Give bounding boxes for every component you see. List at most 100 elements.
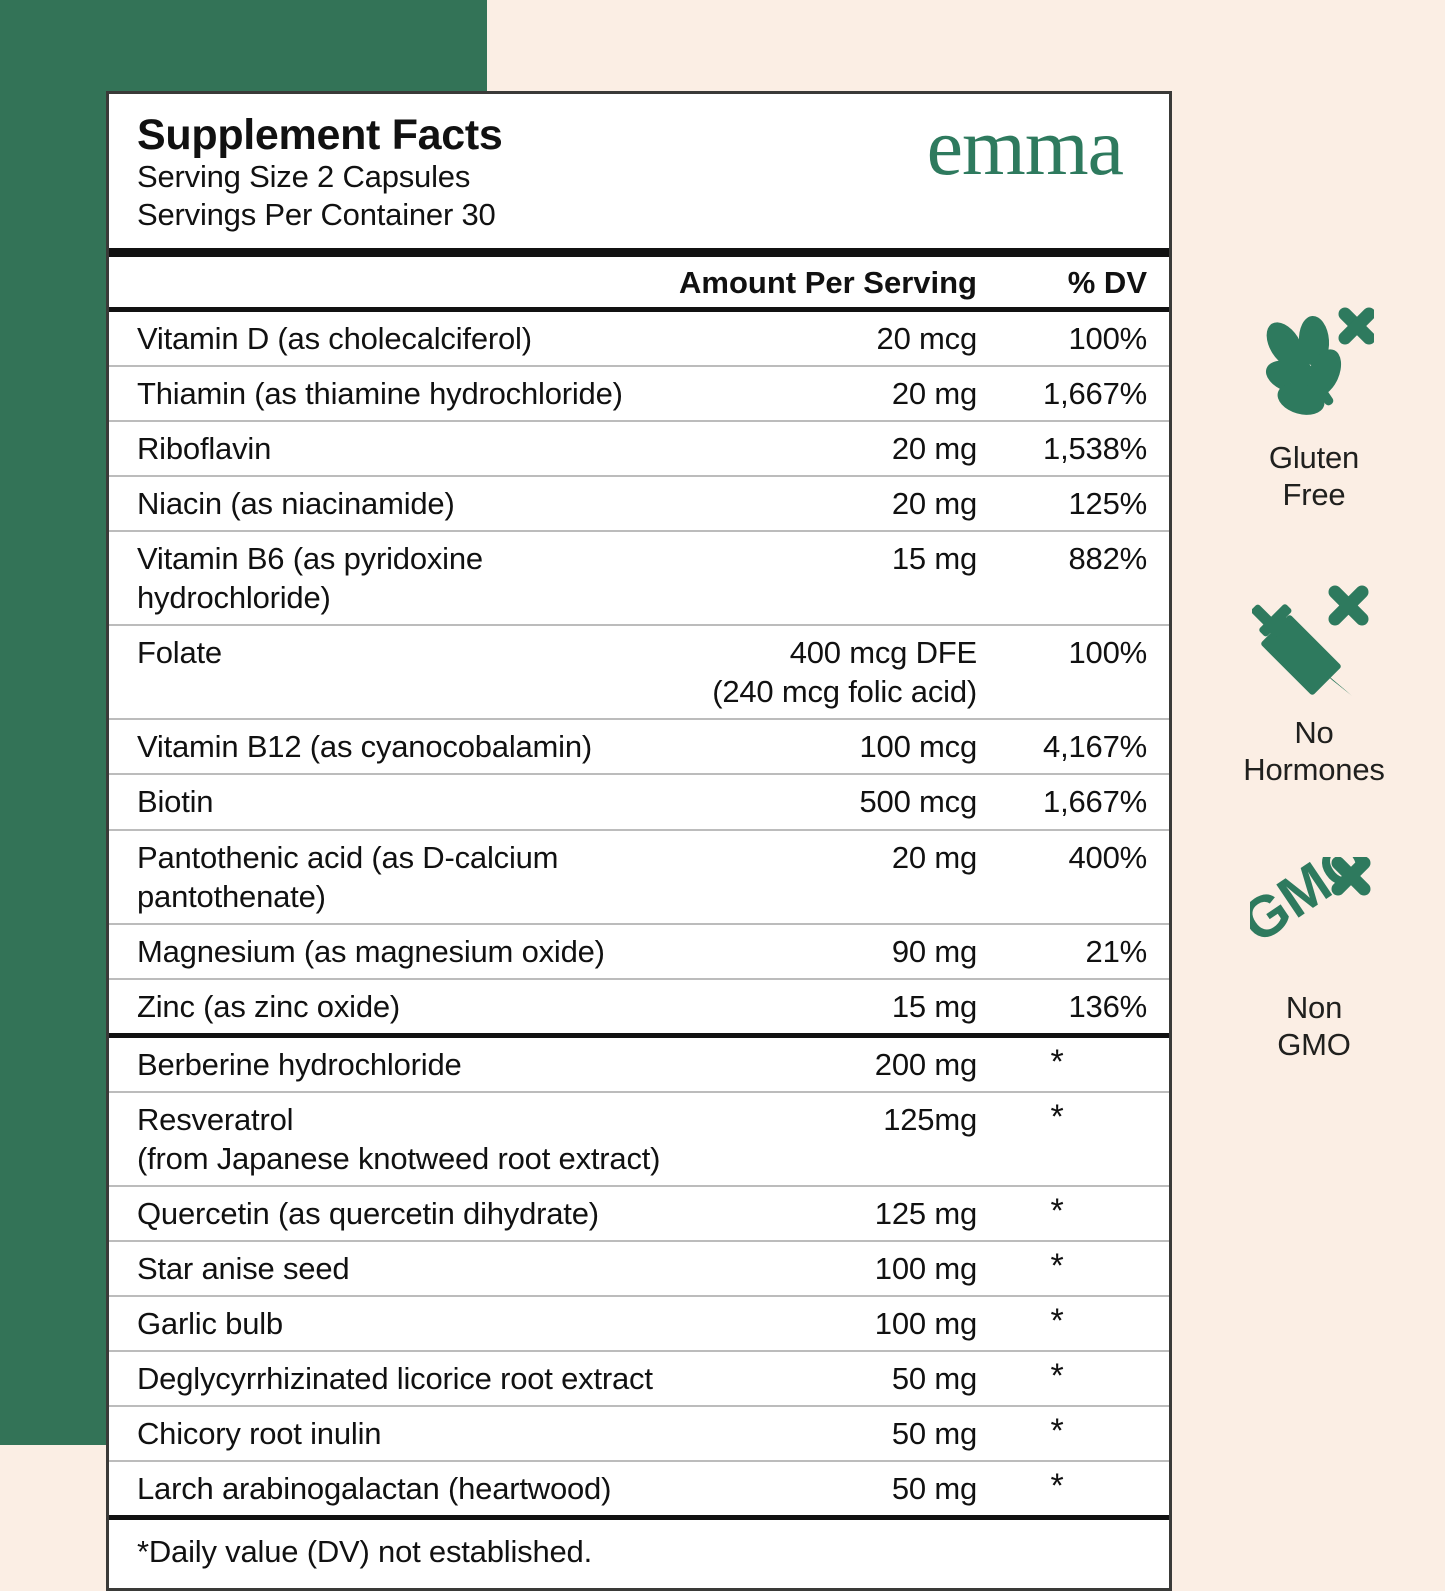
ingredient-name: Folate: [137, 633, 665, 672]
ingredient-amount: 100 mg: [665, 1304, 995, 1343]
ingredient-name: Zinc (as zinc oxide): [137, 987, 665, 1026]
ingredient-amount-sub: (240 mcg folic acid): [712, 674, 977, 710]
ingredient-daily-value: 1,538%: [1043, 431, 1147, 467]
table-row: Chicory root inulin 50 mg *: [109, 1407, 1169, 1460]
ingredient-daily-value: 400%: [1068, 839, 1148, 875]
ingredient-amount: 100 mg: [665, 1249, 995, 1288]
ingredient-amount: 20 mg: [665, 484, 995, 523]
ingredient-daily-value: *: [1050, 1191, 1064, 1230]
ingredient-amount-main: 400 mcg DFE: [789, 635, 978, 671]
ingredient-amount: 125 mg: [665, 1194, 995, 1233]
ingredient-amount: 15 mg: [665, 539, 995, 578]
ingredient-daily-value: *: [1050, 1246, 1064, 1285]
ingredient-daily-value: 882%: [1068, 541, 1148, 577]
row-divider: [109, 1184, 1169, 1187]
ingredient-amount-main: 90 mg: [891, 933, 977, 969]
badge-label-line1: Non: [1285, 990, 1343, 1026]
row-divider: [109, 828, 1169, 831]
ingredient-name-main: Thiamin (as thiamine hydrochloride): [137, 376, 623, 412]
ingredient-name: Quercetin (as quercetin dihydrate): [137, 1194, 665, 1233]
ingredient-daily-value: 136%: [1068, 988, 1148, 1024]
ingredient-name-main: Magnesium (as magnesium oxide): [137, 933, 605, 969]
divider-under-column-header: [109, 307, 1169, 313]
ingredient-amount: 100 mcg: [665, 727, 995, 766]
row-divider: [109, 1239, 1169, 1242]
ingredient-amount: 20 mg: [665, 838, 995, 877]
ingredient-amount-main: 200 mg: [874, 1046, 977, 1082]
badge-label: No Hormones: [1196, 715, 1432, 788]
ingredient-amount-main: 50 mg: [891, 1361, 977, 1396]
ingredient-name: Star anise seed: [137, 1249, 665, 1288]
ingredient-name-sub: (from Japanese knotweed root extract): [137, 1140, 661, 1176]
supplement-facts-panel: Supplement Facts Serving Size 2 Capsules…: [106, 91, 1172, 1591]
badge-label: Non GMO: [1196, 990, 1432, 1063]
ingredient-amount: 50 mg: [665, 1414, 995, 1453]
badge-label-line1: Gluten: [1268, 440, 1360, 475]
table-row: Zinc (as zinc oxide) 15 mg 136%: [109, 980, 1169, 1033]
table-row: Pantothenic acid (as D-calcium pantothen…: [109, 831, 1169, 923]
ingredient-amount: 50 mg: [665, 1469, 995, 1508]
ingredient-amount: 20 mcg: [665, 319, 995, 358]
ingredient-name: Chicory root inulin: [137, 1414, 665, 1453]
certification-badges: Gluten Free No Hormones GMO Non GMO: [1196, 300, 1432, 1125]
ingredient-name: Biotin: [137, 782, 665, 821]
ingredient-amount-main: 125mg: [883, 1101, 977, 1137]
ingredient-name-main: Folate: [137, 635, 222, 671]
ingredient-amount-main: 500 mcg: [859, 784, 978, 820]
ingredient-name-main: Zinc (as zinc oxide): [137, 988, 401, 1024]
table-row: Quercetin (as quercetin dihydrate) 125 mg…: [109, 1187, 1169, 1240]
ingredient-name-main: Vitamin B12 (as cyanocobalamin): [137, 729, 593, 765]
ingredient-amount: 200 mg: [665, 1045, 995, 1084]
ingredient-name: Garlic bulb: [137, 1304, 665, 1343]
table-row: Resveratrol (from Japanese knotweed root …: [109, 1093, 1169, 1185]
row-divider: [109, 624, 1169, 627]
ingredient-name: Pantothenic acid (as D-calcium pantothen…: [137, 838, 665, 916]
ingredient-daily-value: *: [1050, 1412, 1064, 1451]
ingredient-name: Magnesium (as magnesium oxide): [137, 932, 665, 971]
ingredient-amount: 15 mg: [665, 987, 995, 1026]
row-divider: [109, 1294, 1169, 1297]
row-divider: [109, 530, 1169, 533]
badge-label-line2: Free: [1282, 476, 1346, 512]
ingredient-daily-value: *: [1050, 1097, 1064, 1136]
ingredient-amount: 125mg: [665, 1100, 995, 1139]
table-row: Larch arabinogalactan (heartwood) 50 mg *: [109, 1462, 1169, 1515]
badge-non: GMO Non GMO: [1196, 850, 1432, 1063]
ingredient-daily-value: 125%: [1068, 486, 1148, 522]
ingredient-daily-value: *: [1050, 1042, 1064, 1081]
table-row: Biotin 500 mcg 1,667%: [109, 775, 1169, 828]
ingredient-amount: 20 mg: [665, 374, 995, 413]
column-header-dv: % DV: [1067, 265, 1147, 301]
ingredient-name: Vitamin D (as cholecalciferol): [137, 319, 665, 358]
syringe-icon: [1196, 575, 1432, 707]
ingredient-daily-value: 4,167%: [1043, 729, 1147, 765]
ingredient-name: Resveratrol (from Japanese knotweed root …: [137, 1100, 665, 1178]
ingredient-name-main: Larch arabinogalactan (heartwood): [137, 1471, 612, 1507]
ingredient-amount-main: 20 mg: [891, 431, 977, 467]
ingredient-name-main: Garlic bulb: [137, 1305, 283, 1341]
ingredient-daily-value: *: [1050, 1301, 1064, 1340]
ingredient-name: Deglycyrrhizinated licorice root extract: [137, 1359, 665, 1398]
ingredient-name-main: Star anise seed: [137, 1250, 350, 1286]
ingredient-amount-main: 50 mg: [891, 1471, 977, 1507]
ingredient-name-main: Niacin (as niacinamide): [137, 486, 455, 522]
ingredient-name-main: Chicory root inulin: [137, 1416, 382, 1452]
table-row: Star anise seed 100 mg *: [109, 1242, 1169, 1295]
ingredient-name: Vitamin B12 (as cyanocobalamin): [137, 727, 665, 766]
divider-thick-top: [109, 248, 1169, 258]
servings-per-container-line: Servings Per Container 30: [137, 197, 496, 233]
column-header-amount: Amount Per Serving: [679, 265, 977, 301]
ingredient-name: Niacin (as niacinamide): [137, 484, 665, 523]
badge-gluten: Gluten Free: [1196, 300, 1432, 513]
page-title: Supplement Facts: [137, 111, 503, 159]
ingredient-name: Vitamin B6 (as pyridoxine hydrochloride): [137, 539, 665, 617]
badge-label: Gluten Free: [1196, 440, 1432, 513]
brand-logo: emma: [926, 101, 1124, 192]
ingredient-daily-value: 21%: [1085, 933, 1148, 969]
table-row: Magnesium (as magnesium oxide) 90 mg 21%: [109, 925, 1169, 978]
ingredient-amount-main: 15 mg: [891, 541, 977, 577]
ingredient-daily-value: 100%: [1068, 321, 1148, 357]
ingredient-name: Larch arabinogalactan (heartwood): [137, 1469, 665, 1508]
table-row: Vitamin B6 (as pyridoxine hydrochloride)…: [109, 532, 1169, 624]
ingredient-amount-main: 100 mg: [874, 1250, 977, 1286]
